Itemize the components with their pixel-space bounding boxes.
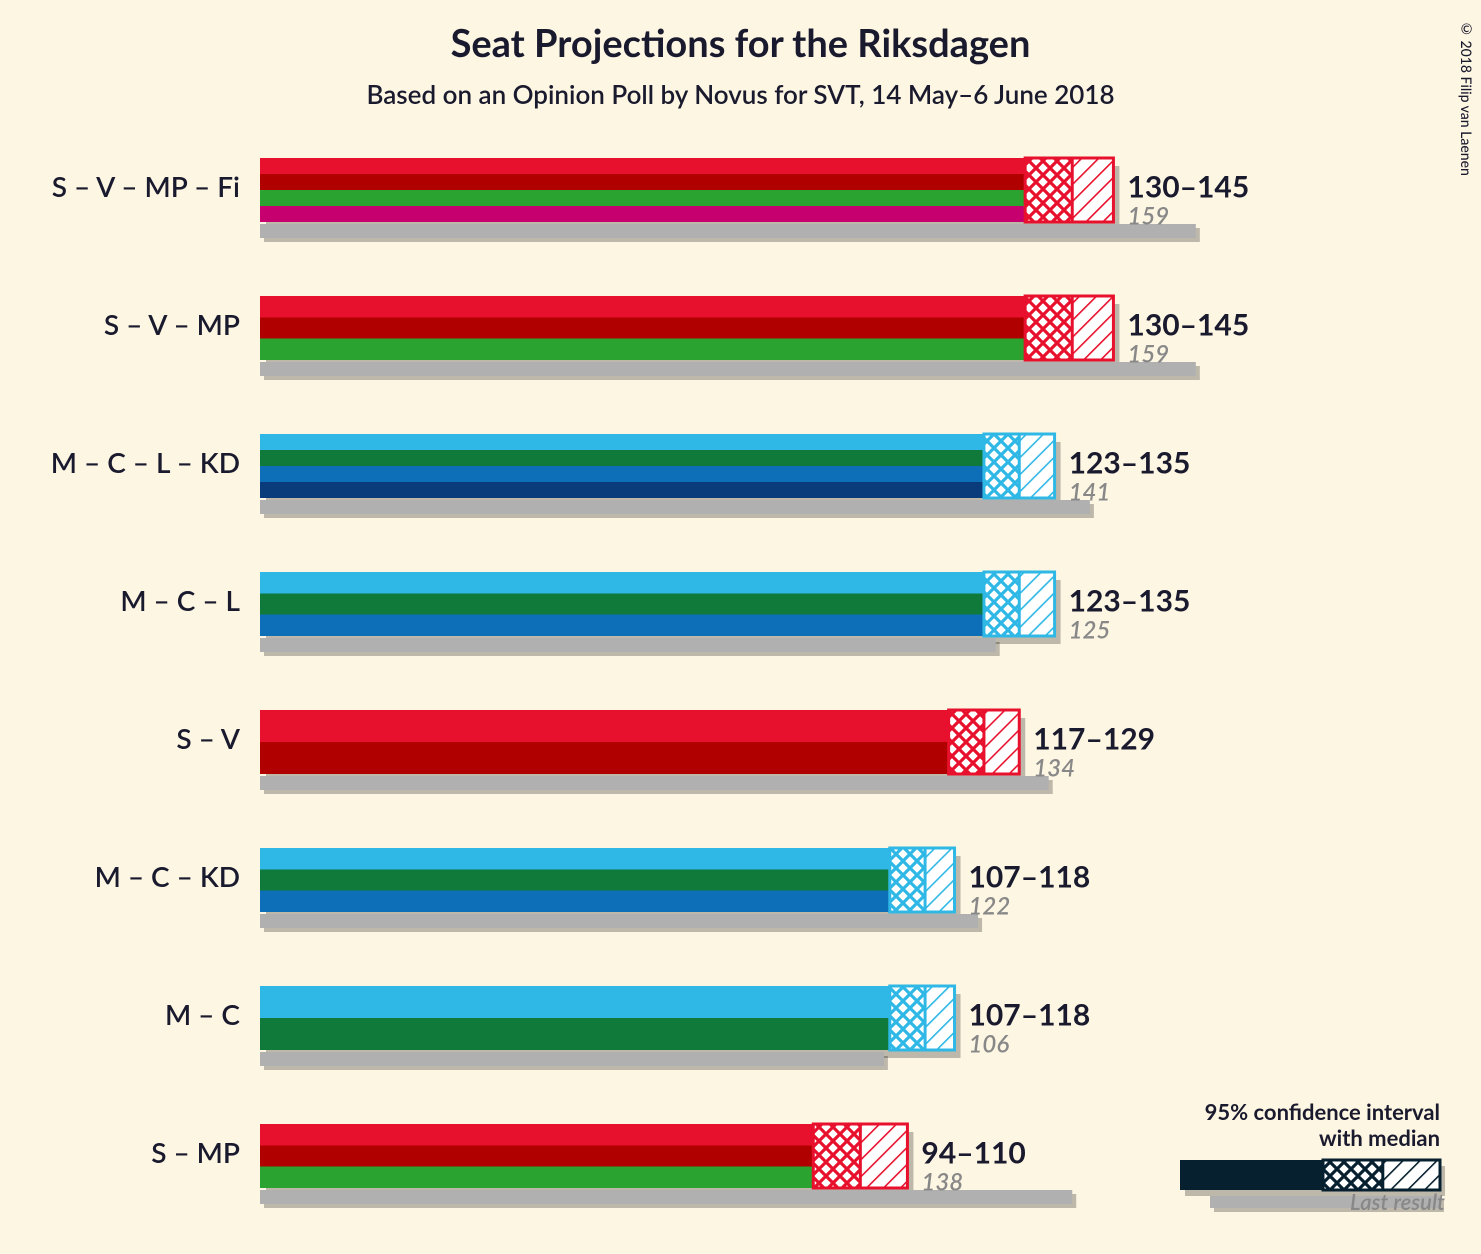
last-result-label: 138 — [921, 1167, 963, 1196]
row-label: M – C — [165, 997, 240, 1031]
bar-last-result — [260, 776, 1049, 790]
range-label: 130–145 — [1127, 169, 1249, 205]
row-label: M – C – L – KD — [51, 445, 240, 479]
legend-line1: 95% confidence interval — [1205, 1098, 1440, 1125]
bar-last-result — [260, 500, 1090, 514]
bar-solid — [260, 710, 949, 774]
last-result-label: 106 — [969, 1029, 1010, 1058]
bar-solid — [260, 296, 1025, 360]
bar-last-result — [260, 362, 1196, 376]
last-result-label: 159 — [1127, 201, 1169, 230]
bar-solid — [260, 1124, 813, 1188]
row-label: S – V – MP – Fi — [52, 169, 240, 203]
bar-solid — [260, 572, 984, 636]
last-result-label: 125 — [1069, 615, 1111, 644]
last-result-label: 122 — [969, 891, 1011, 920]
last-result-label: 134 — [1033, 753, 1075, 782]
plot-area: S – V – MP – Fi130–145159S – V – MP130–1… — [0, 0, 1481, 1254]
range-label: 123–135 — [1069, 445, 1191, 481]
bar-last-result — [260, 914, 978, 928]
row-label: S – V — [176, 721, 240, 755]
chart-canvas: Seat Projections for the Riksdagen Based… — [0, 0, 1481, 1254]
legend-last: Last result — [1350, 1188, 1445, 1215]
row-label: M – C – KD — [95, 859, 240, 893]
range-label: 130–145 — [1127, 307, 1249, 343]
bar-last-result — [260, 638, 996, 652]
row-label: S – MP — [151, 1135, 240, 1169]
legend-line2: with median — [1319, 1124, 1440, 1151]
last-result-label: 159 — [1127, 339, 1169, 368]
range-label: 117–129 — [1033, 721, 1155, 757]
range-label: 107–118 — [969, 997, 1091, 1033]
range-label: 107–118 — [969, 859, 1091, 895]
range-label: 123–135 — [1069, 583, 1191, 619]
bar-last-result — [260, 1052, 884, 1066]
last-result-label: 141 — [1069, 477, 1111, 506]
row-label: M – C – L — [120, 583, 240, 617]
bar-solid — [260, 986, 890, 1050]
bar-last-result — [260, 224, 1196, 238]
range-label: 94–110 — [921, 1135, 1025, 1171]
bar-solid — [260, 158, 1025, 222]
bar-solid — [260, 848, 890, 912]
row-label: S – V – MP — [104, 307, 240, 341]
bar-solid — [260, 434, 984, 498]
